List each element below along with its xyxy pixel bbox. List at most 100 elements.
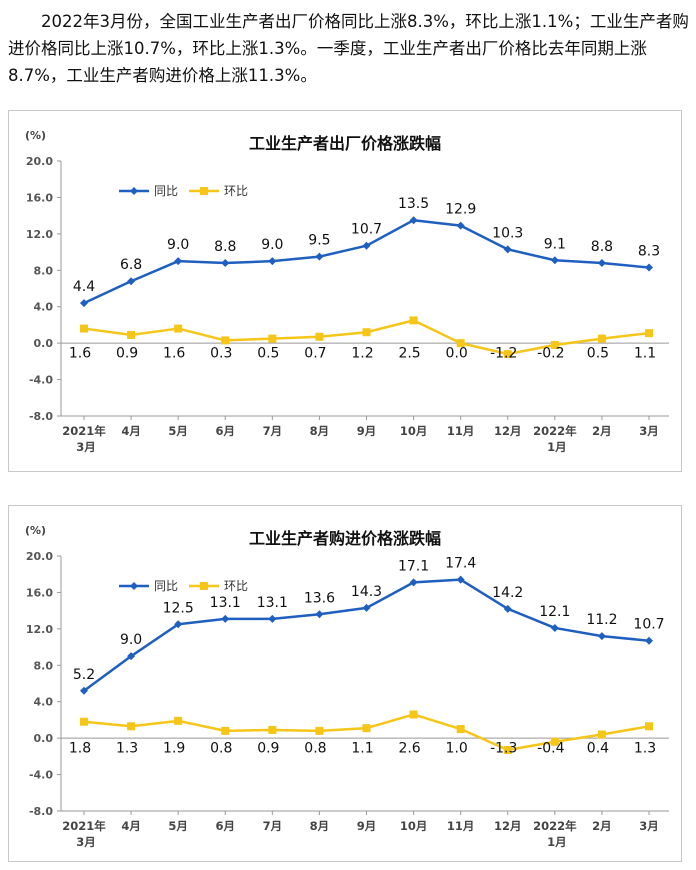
input-point-yoy <box>80 686 88 695</box>
output-x-tick-label: 8月 <box>310 424 330 438</box>
input-y-tick-label: 12.0 <box>26 623 53 636</box>
input-chart-title: 工业生产者购进价格涨跌幅 <box>249 529 441 548</box>
input-data-label-yoy: 10.7 <box>633 617 664 633</box>
output-point-yoy <box>315 252 324 261</box>
output-point-mom <box>550 340 559 349</box>
output-data-label-yoy: 8.8 <box>591 239 613 255</box>
input-point-mom <box>221 726 230 735</box>
input-x-tick-label: 2021年 <box>62 819 106 833</box>
output-data-label-mom: 1.6 <box>163 346 185 362</box>
output-point-yoy <box>409 216 418 225</box>
output-x-tick-label: 6月 <box>215 424 235 438</box>
input-data-label-mom: 1.1 <box>351 741 373 757</box>
input-point-yoy <box>315 610 324 619</box>
output-y-tick-label: 16.0 <box>26 191 53 204</box>
output-y-tick-label: 20.0 <box>26 155 53 168</box>
output-data-label-mom: 0.9 <box>116 346 138 362</box>
output-point-mom <box>127 330 136 339</box>
input-x-tick-label: 8月 <box>310 819 330 833</box>
output-legend-label-mom: 环比 <box>224 184 248 198</box>
input-data-label-mom: 0.8 <box>304 741 326 757</box>
output-data-label-yoy: 8.8 <box>214 239 236 255</box>
output-point-mom <box>221 336 230 345</box>
output-y-tick-label: 12.0 <box>26 228 53 241</box>
input-point-yoy <box>550 623 559 632</box>
output-point-yoy <box>174 257 183 266</box>
output-legend-label-yoy: 同比 <box>154 184 178 198</box>
output-x-tick-label: 2月 <box>592 424 612 438</box>
output-point-yoy <box>456 221 465 230</box>
input-point-yoy <box>127 652 136 661</box>
output-data-label-mom: -0.2 <box>537 346 564 362</box>
input-data-label-mom: 1.9 <box>163 741 185 757</box>
input-data-label-yoy: 9.0 <box>120 632 142 648</box>
output-y-unit-label: (%) <box>25 129 46 142</box>
input-x-tick-label: 3月 <box>76 835 96 849</box>
output-legend-marker-yoy <box>130 187 138 195</box>
input-data-label-mom: -1.3 <box>490 741 517 757</box>
input-point-mom <box>409 710 418 719</box>
input-data-label-yoy: 14.2 <box>492 585 523 601</box>
input-point-mom <box>315 726 324 735</box>
output-point-yoy <box>221 259 230 267</box>
output-point-mom <box>503 350 512 359</box>
output-data-label-yoy: 10.3 <box>492 225 523 241</box>
input-data-label-mom: 0.9 <box>257 741 279 757</box>
output-x-tick-label: 9月 <box>357 424 377 438</box>
input-x-tick-label: 1月 <box>547 835 567 849</box>
input-data-label-mom: -0.4 <box>537 741 564 757</box>
input-x-tick-label: 5月 <box>168 819 188 833</box>
input-x-tick-label: 11月 <box>447 819 475 833</box>
output-y-tick-label: -4.0 <box>29 374 53 387</box>
input-data-label-mom: 0.8 <box>210 741 232 757</box>
input-x-tick-label: 7月 <box>263 819 283 833</box>
output-x-tick-label: 7月 <box>263 424 283 438</box>
input-data-label-yoy: 13.1 <box>210 595 241 611</box>
input-data-label-yoy: 17.4 <box>445 556 476 572</box>
input-x-tick-label: 3月 <box>639 819 659 833</box>
output-x-tick-label: 4月 <box>121 424 141 438</box>
input-data-label-mom: 1.3 <box>634 741 656 757</box>
output-x-tick-label: 5月 <box>168 424 188 438</box>
input-point-yoy <box>503 604 512 613</box>
input-point-yoy <box>174 620 183 629</box>
input-data-label-yoy: 5.2 <box>73 667 95 683</box>
output-legend-marker-mom <box>200 187 208 195</box>
output-data-label-yoy: 8.3 <box>638 244 660 260</box>
output-point-mom <box>597 334 606 343</box>
output-point-mom <box>80 324 88 333</box>
output-y-tick-label: 8.0 <box>34 264 54 277</box>
input-point-yoy <box>268 614 277 623</box>
input-data-label-yoy: 11.2 <box>586 612 617 628</box>
input-legend-marker-mom <box>200 582 208 590</box>
chart-panel-input-price: 工业生产者购进价格涨跌幅 (%) 20.0 16.0 12.0 8.0 4.0 0.0 -4.0… <box>8 505 682 862</box>
output-point-yoy <box>550 256 559 265</box>
output-point-mom <box>362 328 371 337</box>
input-data-label-mom: 1.3 <box>116 741 138 757</box>
output-x-tick-label: 2022年 <box>533 424 577 438</box>
intro-paragraph: 2022年3月份，全国工业生产者出厂价格同比上涨8.3%，环比上涨1.1%；工业… <box>8 12 689 85</box>
input-x-tick-label: 10月 <box>400 819 428 833</box>
output-point-yoy <box>80 299 88 308</box>
output-data-label-mom: 1.2 <box>351 346 373 362</box>
input-legend-label-mom: 环比 <box>224 579 248 593</box>
output-point-yoy <box>645 263 653 272</box>
input-x-tick-label: 2月 <box>592 819 612 833</box>
input-data-label-yoy: 17.1 <box>398 558 429 574</box>
input-price-chart: 工业生产者购进价格涨跌幅 (%) 20.0 16.0 12.0 8.0 4.0 0.0 -4.0… <box>25 524 669 849</box>
input-point-yoy <box>645 636 653 645</box>
output-point-mom <box>174 324 183 333</box>
output-point-mom <box>315 332 324 341</box>
output-data-label-mom: 1.6 <box>69 346 91 362</box>
input-legend-label-yoy: 同比 <box>154 579 178 593</box>
output-data-label-yoy: 12.9 <box>445 202 476 218</box>
output-x-tick-label: 11月 <box>447 424 475 438</box>
input-point-mom <box>550 737 559 746</box>
input-x-tick-label: 12月 <box>494 819 522 833</box>
output-data-label-yoy: 6.8 <box>120 257 142 273</box>
output-data-label-yoy: 4.4 <box>73 279 95 295</box>
output-data-label-mom: 1.1 <box>634 346 656 362</box>
input-x-tick-label: 9月 <box>357 819 377 833</box>
input-data-label-yoy: 12.5 <box>163 600 194 616</box>
output-y-tick-label: 0.0 <box>34 337 54 350</box>
